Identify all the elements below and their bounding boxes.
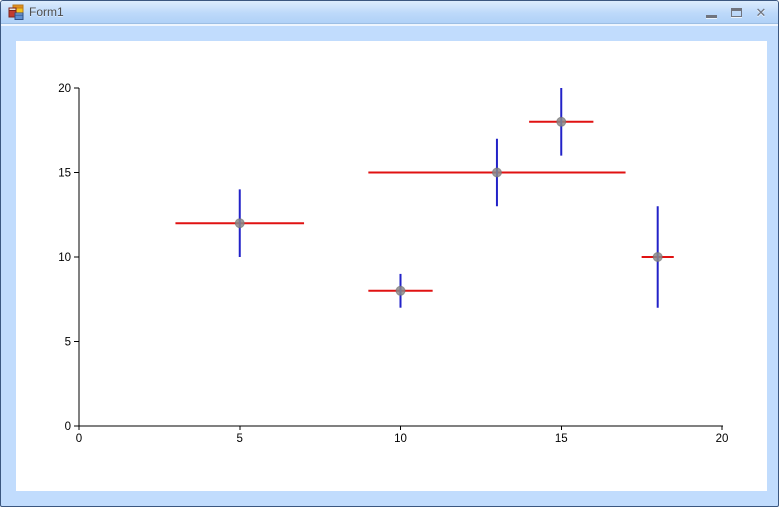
y-tick-label: 0: [65, 421, 71, 433]
form-icon-graphic: [8, 4, 24, 20]
y-tick-label: 5: [65, 337, 71, 349]
window-controls: ✕: [704, 1, 778, 23]
data-point-marker: [234, 218, 245, 229]
window-title: Form1: [29, 5, 64, 19]
x-tick-label: 20: [716, 433, 729, 445]
minimize-icon: [705, 15, 717, 18]
y-tick-label: 15: [58, 168, 71, 180]
data-point-marker: [491, 167, 502, 178]
data-point-marker: [652, 252, 663, 262]
x-tick-label: 5: [237, 433, 243, 445]
x-tick-label: 10: [394, 433, 407, 445]
title-bar[interactable]: Form1 ✕: [1, 1, 778, 24]
data-point-marker: [395, 285, 406, 296]
minimize-button[interactable]: [704, 4, 718, 20]
y-tick-label: 20: [58, 83, 71, 95]
maximize-button[interactable]: [729, 4, 743, 20]
chart-axes: [78, 88, 723, 427]
close-button[interactable]: ✕: [754, 4, 768, 20]
titlebar-highlight-line: [1, 24, 778, 26]
form-icon: [8, 4, 24, 20]
y-tick-label: 10: [58, 252, 71, 264]
maximize-icon: [730, 7, 742, 17]
form-client-area: 0 5 10 15 20 0 5 10 15 20: [16, 41, 767, 491]
close-icon: ✕: [755, 4, 767, 20]
data-point-marker: [556, 116, 567, 127]
x-tick-label: 0: [76, 433, 82, 445]
errorbar-chart: 0 5 10 15 20 0 5 10 15 20: [58, 83, 729, 445]
x-tick-label: 15: [555, 433, 568, 445]
